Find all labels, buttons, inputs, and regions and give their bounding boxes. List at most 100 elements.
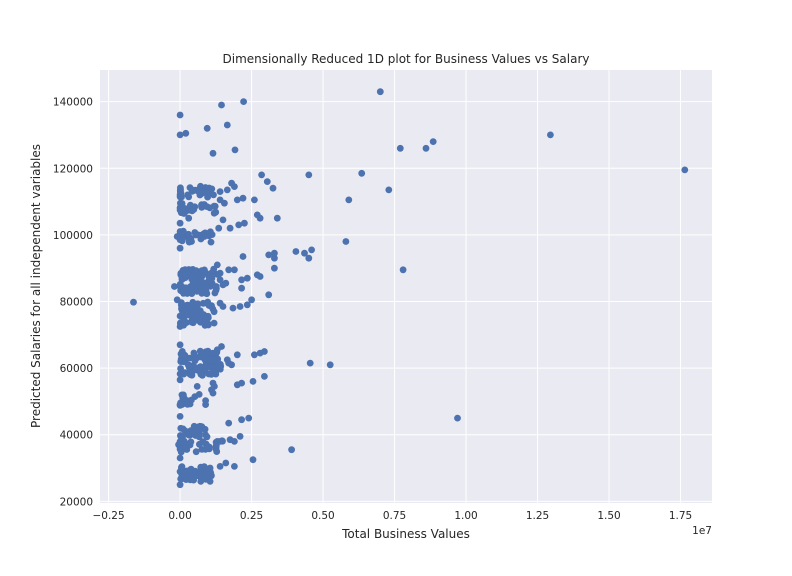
data-point [236,433,244,440]
data-point [200,201,208,208]
data-point [197,313,205,321]
data-point [191,472,199,479]
data-point [681,166,689,174]
data-point [190,422,198,430]
data-point [211,383,218,390]
data-point [223,356,231,364]
data-point [181,445,188,452]
data-point [251,351,258,359]
data-point [205,282,213,290]
data-point [239,253,247,260]
data-point [269,184,277,192]
data-point [233,351,241,359]
data-point [187,306,195,314]
data-point [210,319,218,327]
data-point [345,196,353,204]
data-point [182,129,190,137]
data-point [177,365,185,372]
data-point [173,233,181,240]
x-tick-label: 0.00 [168,510,191,522]
data-point [249,456,257,464]
data-point [216,276,224,284]
data-point [251,196,258,204]
data-point [177,424,185,432]
data-point [271,249,278,257]
data-point [271,254,278,262]
data-point [211,202,219,210]
data-point [231,266,238,274]
data-point [213,438,221,445]
data-point [385,186,393,194]
data-point [176,401,184,409]
data-point [185,363,193,371]
data-point [358,169,366,177]
data-point [229,304,237,312]
data-point [178,472,186,480]
data-point [176,111,184,119]
data-point [184,191,192,199]
data-point [239,194,247,202]
y-tick-label: 40000 [60,430,93,442]
data-point [184,401,191,408]
data-point [178,358,186,365]
data-point [176,413,184,420]
data-point [233,196,241,204]
data-point [243,274,251,282]
y-tick-label: 80000 [60,296,93,308]
data-point [171,283,178,290]
data-point [176,454,184,462]
data-point [228,361,236,369]
data-point [176,481,184,489]
data-point [265,251,273,259]
data-point [231,463,238,470]
data-point [204,188,212,196]
data-point [175,441,183,449]
data-point [130,298,137,306]
data-point [265,291,273,299]
data-point [215,224,223,232]
data-point [205,370,213,378]
data-point [213,285,220,292]
data-point [273,214,281,222]
data-point [202,401,210,408]
data-point [176,244,184,252]
x-tick-labels: −0.25 0.00 0.25 0.50 0.75 1.00 1.25 1.50 1.75 [92,510,692,522]
data-point [180,274,187,281]
data-point [191,357,199,365]
data-point [178,283,186,291]
data-point [235,221,243,229]
data-point [178,305,185,313]
data-point [176,228,184,235]
data-point [422,144,430,152]
data-point [218,101,225,109]
y-tick-label: 60000 [60,363,93,375]
data-point [196,186,204,194]
data-point [173,296,181,304]
data-point [180,204,188,212]
data-point [248,296,256,304]
data-point [216,463,224,470]
data-point [190,206,198,213]
data-point [216,188,224,196]
data-point [197,363,204,370]
data-point [305,171,313,179]
data-point [208,275,216,282]
data-point [200,463,208,471]
data-point [176,131,184,139]
data-point [399,266,407,274]
data-point [396,144,404,152]
data-point [238,276,246,284]
data-point [196,347,204,355]
data-point [219,216,227,224]
data-point [206,204,214,212]
data-point [194,231,202,239]
data-point [326,361,334,369]
data-point [180,391,187,399]
data-point [213,346,221,354]
x-tick-label: 1.00 [454,510,477,522]
x-tick-label: −0.25 [92,510,124,522]
data-point [249,378,257,385]
data-point [231,183,238,191]
chart-title: Dimensionally Reduced 1D plot for Busine… [223,52,590,66]
